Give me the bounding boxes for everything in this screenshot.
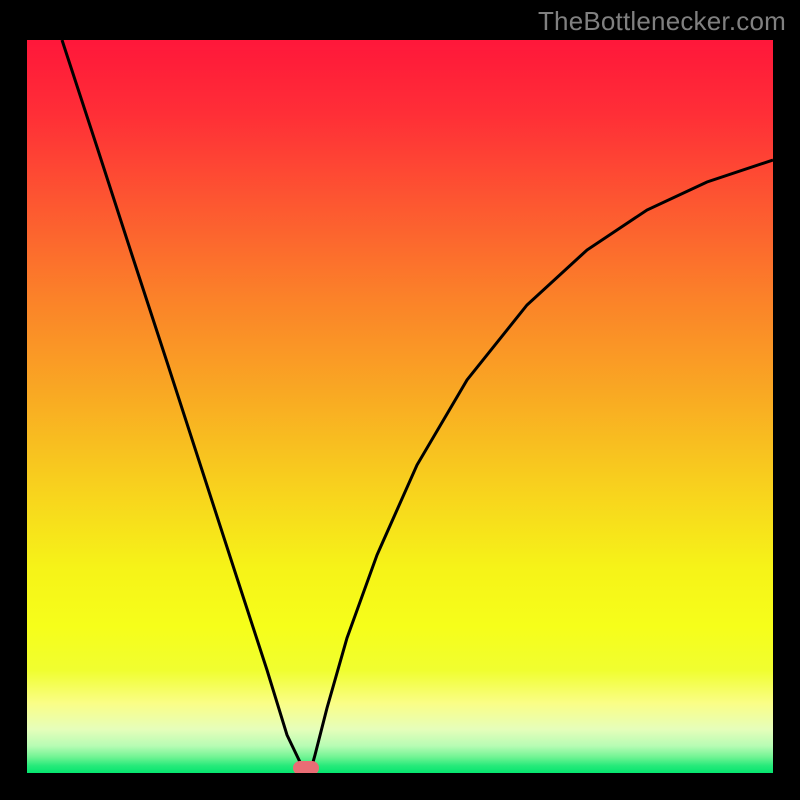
frame-border-right: [773, 0, 800, 800]
plot-area: [27, 40, 773, 773]
chart-svg: [27, 40, 773, 773]
frame-border-bottom: [0, 773, 800, 800]
gradient-background: [27, 40, 773, 773]
frame-border-left: [0, 0, 27, 800]
watermark-text: TheBottlenecker.com: [538, 6, 786, 37]
